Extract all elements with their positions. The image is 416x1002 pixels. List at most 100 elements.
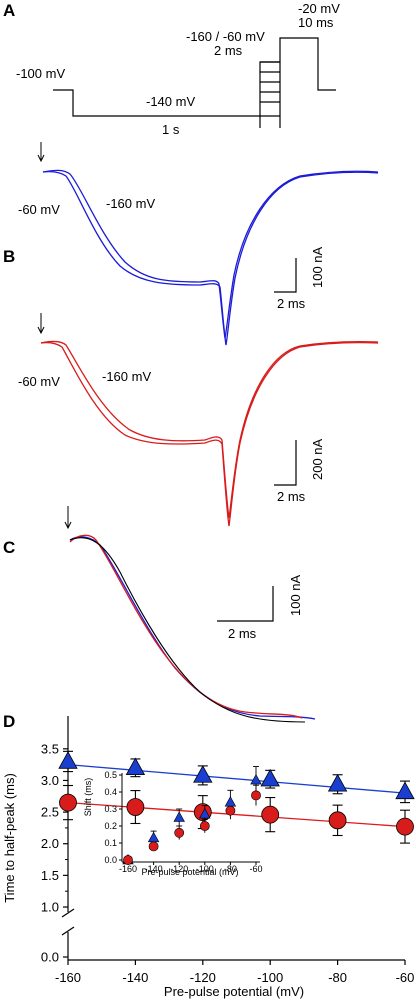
inset-y-tick-label: 0.0 [104,855,117,865]
x-tick-label: -60 [396,970,415,985]
inset-x-tick-label: -100 [196,864,214,874]
trace-red-minus160 [40,341,379,527]
inset-circle-point [251,790,261,801]
label-conditioning-potential: -140 mV [146,94,195,109]
overlay-blue [69,536,316,720]
inset-x-tick-label: -160 [119,864,137,874]
arrow-icon [37,313,45,335]
axis-break-mark [61,908,75,918]
y-tick-label: 2.5 [41,805,59,820]
triangle-point [260,768,280,787]
axis-break-mark [61,926,75,936]
panel-d-letter: D [3,712,15,731]
inset-circle-point [123,855,133,865]
triangle-point [193,765,213,783]
inset-y-tick-label: 0.4 [104,787,117,797]
triangle-point [395,781,415,800]
y-tick-label: 3.5 [41,741,59,756]
label-red-minus60: -60 mV [18,374,60,389]
label-holding-potential: -100 mV [16,66,65,81]
triangle-point [327,773,348,792]
panel-c-letter: C [3,538,15,557]
inset-y-tick-label: 0.5 [104,770,117,780]
inset-circle-point [225,805,236,816]
y-tick-label: 1.5 [41,868,59,883]
inset-axes: -160 -140 -120 -100 -80 -60 0.0 0.1 0.2 0.3 0.4 0.5 [104,770,262,874]
label-prepulse-potential: -160 / -60 mV [186,29,265,44]
scale-bar-red [274,440,297,486]
scale-red-time: 2 ms [277,489,306,504]
y-tick-label: 1.0 [41,900,59,915]
trace-blue-minus160 [42,170,379,346]
overlay-red [69,534,303,719]
x-tick-label: -80 [328,970,347,985]
x-tick-label: -160 [55,970,81,985]
inset-x-tick-label: -120 [170,864,188,874]
label-blue-minus60: -60 mV [18,202,60,217]
triangle-point [125,757,146,776]
inset-triangle-point [250,773,262,785]
scale-c-time: 2 ms [228,626,257,641]
scale-red-current: 200 nA [310,438,325,480]
x-tick-label: -140 [122,970,148,985]
label-conditioning-duration: 1 s [162,122,180,137]
arrow-icon [64,506,72,530]
inset-x-tick-label: -60 [249,864,262,874]
arrow-icon [37,142,45,163]
inset-triangle-point [199,807,211,819]
y-axis-label: Time to half-peak (ms) [2,773,17,903]
inset-circle-point [174,827,185,838]
inset-y-tick-label: 0.3 [104,804,117,814]
circle-point [328,811,347,830]
inset-y-tick-label: 0.1 [104,838,117,848]
scale-c-current: 100 nA [288,574,303,616]
trace-red-group [40,340,379,527]
label-prepulse-duration: 2 ms [214,43,243,58]
trace-blue-group [42,169,379,346]
triangle-point [58,751,78,769]
overlay-fit [69,537,306,723]
label-red-minus160: -160 mV [102,369,151,384]
inset-x-tick-label: -140 [145,864,163,874]
prepulse-steps [259,61,281,128]
inset-y-tick-label: 0.2 [104,821,117,831]
x-tick-label: -100 [257,970,283,985]
label-blue-minus160: -160 mV [106,196,155,211]
panel-a-protocol [53,37,336,128]
chart-fit-lines [67,763,406,828]
overlay-traces [69,534,316,723]
inset-x-axis-label: Pre-pulse potential (mV) [141,867,238,877]
trace-red-minus60 [40,340,379,519]
chart-axes: -160 -140 -120 -100 -80 -60 0.0 1.0 1.5 2.0 2.5 3.0… [41,716,414,985]
panel-b-letter: B [3,247,15,266]
label-test-duration: 10 ms [298,15,334,30]
fit-line-circle [67,801,406,828]
y-tick-label: 2.0 [41,836,59,851]
circle-point [396,817,414,836]
y-tick-label: 3.0 [41,773,59,788]
fit-line-triangle [67,763,406,794]
circle-point [59,793,77,812]
x-axis-label: Pre-pulse potential (mV) [164,984,304,999]
inset-triangle-point [173,811,185,822]
inset-markers [122,773,262,865]
trace-blue-minus60 [42,169,379,339]
inset-triangle-point [147,831,160,843]
y-tick-label: 0.0 [41,950,59,965]
chart-markers [58,751,415,836]
inset-triangle-point [224,796,237,807]
circle-point [261,805,280,824]
inset-y-axis-label: Shift (ms) [83,778,93,817]
label-test-potential: -20 mV [298,1,340,16]
panel-a-letter: A [3,1,15,20]
inset-x-tick-label: -80 [224,864,237,874]
inset-circle-point [199,821,210,831]
scale-blue-current: 100 nA [310,246,325,288]
scale-bar-c [217,586,274,622]
scale-blue-time: 2 ms [277,296,306,311]
x-tick-label: -120 [190,970,216,985]
circle-point [126,798,145,816]
inset-circle-point [148,841,159,852]
scale-bar-blue [274,258,297,293]
